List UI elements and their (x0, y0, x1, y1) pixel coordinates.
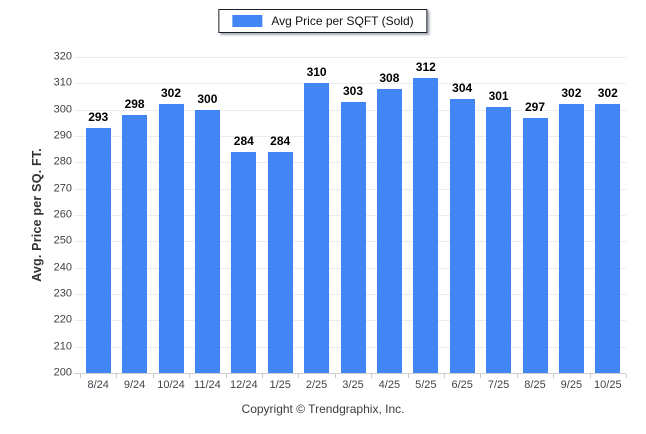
x-axis-tick-label: 9/25 (560, 379, 583, 391)
bar-value-label: 302 (160, 86, 182, 101)
x-axis-tick (371, 374, 373, 378)
copyright-text: Copyright © Trendgraphix, Inc. (241, 402, 405, 416)
y-axis-tick-label: 240 (53, 261, 72, 274)
bar (85, 128, 111, 373)
bar (558, 104, 584, 373)
x-axis-tick (553, 374, 555, 378)
bar-value-label: 310 (306, 65, 327, 80)
legend-label: Avg Price per SQFT (Sold) (271, 14, 414, 28)
y-axis-tick-label: 200 (53, 366, 72, 379)
x-axis-tick (407, 374, 409, 378)
bar (595, 104, 621, 373)
y-axis-tick-label: 310 (53, 76, 72, 89)
bar-value-label: 308 (379, 70, 400, 85)
x-axis-tick (189, 374, 191, 378)
y-axis-tick-label: 320 (53, 50, 72, 63)
legend: Avg Price per SQFT (Sold) (218, 9, 428, 33)
bar (231, 151, 257, 373)
bar (449, 99, 475, 373)
x-axis-tick (262, 374, 263, 378)
x-axis-tick-label: 2/25 (305, 379, 328, 391)
x-axis-tick (444, 374, 445, 378)
x-axis-tick-label: 8/24 (87, 379, 109, 391)
x-axis-tick-label: 9/24 (123, 379, 146, 391)
bar (376, 88, 402, 373)
y-axis-tick-label: 250 (53, 234, 72, 247)
y-axis-tick-label: 220 (53, 313, 72, 326)
bar-value-label: 302 (597, 86, 618, 101)
bar (158, 104, 184, 373)
x-axis-tick (589, 374, 591, 378)
x-axis-tick (298, 374, 300, 378)
y-axis-tick-label: 260 (53, 208, 72, 221)
x-axis-tick-label: 1/25 (269, 379, 291, 391)
x-axis-tick-label: 4/25 (378, 379, 401, 391)
x-axis-tick (152, 374, 154, 378)
x-axis-tick-label: 10/24 (157, 379, 185, 391)
y-axis-tick-label: 230 (53, 287, 72, 300)
bar-value-label: 303 (342, 83, 364, 98)
bar (122, 114, 148, 373)
bar (413, 78, 439, 373)
x-axis-line (74, 373, 626, 374)
x-axis-tick-label: 10/25 (594, 379, 622, 391)
bar-value-label: 300 (197, 91, 218, 106)
x-axis-tick (334, 374, 336, 378)
y-axis-tick-label: 300 (53, 103, 72, 116)
bar-value-label: 304 (452, 81, 473, 96)
x-axis-tick-label: 12/24 (230, 379, 258, 391)
y-axis-tick-label: 290 (53, 129, 72, 142)
x-axis-tick-label: 7/25 (487, 379, 510, 391)
gridline (74, 83, 626, 85)
bar-value-label: 297 (524, 99, 546, 114)
bar-value-label: 302 (561, 86, 582, 101)
legend-swatch-icon (232, 15, 263, 27)
y-axis-tick-label: 280 (53, 155, 72, 168)
gridline (74, 57, 626, 58)
bar (267, 151, 293, 373)
x-axis-tick (116, 374, 118, 378)
x-axis-tick (225, 374, 227, 378)
bar-value-label: 284 (270, 133, 291, 148)
bar-value-label: 301 (488, 89, 509, 104)
x-axis-tick (80, 374, 81, 378)
bar (194, 109, 220, 373)
x-axis-tick-label: 11/24 (194, 379, 221, 391)
bar-value-label: 293 (88, 110, 109, 125)
x-axis-tick (480, 374, 482, 378)
y-axis-tick-label: 210 (53, 340, 72, 353)
bar (522, 117, 548, 373)
x-axis-tick-label: 8/25 (524, 379, 546, 391)
bar (486, 107, 512, 373)
y-axis-tick-label: 270 (53, 182, 72, 195)
bar-value-label: 284 (233, 133, 254, 148)
x-axis-tick (516, 374, 518, 378)
x-axis-tick (626, 374, 627, 378)
plot-area: 200 210 220 230 240 250 260 270 280 290 300 310 320 2… (54, 51, 627, 391)
x-axis-tick-label: 5/25 (415, 379, 437, 391)
x-axis-tick-label: 3/25 (342, 379, 364, 391)
bar (304, 83, 330, 373)
bar-value-label: 298 (124, 96, 145, 111)
x-axis-tick-label: 6/25 (451, 379, 473, 391)
bar-value-label: 312 (415, 60, 436, 75)
bar (340, 101, 366, 373)
